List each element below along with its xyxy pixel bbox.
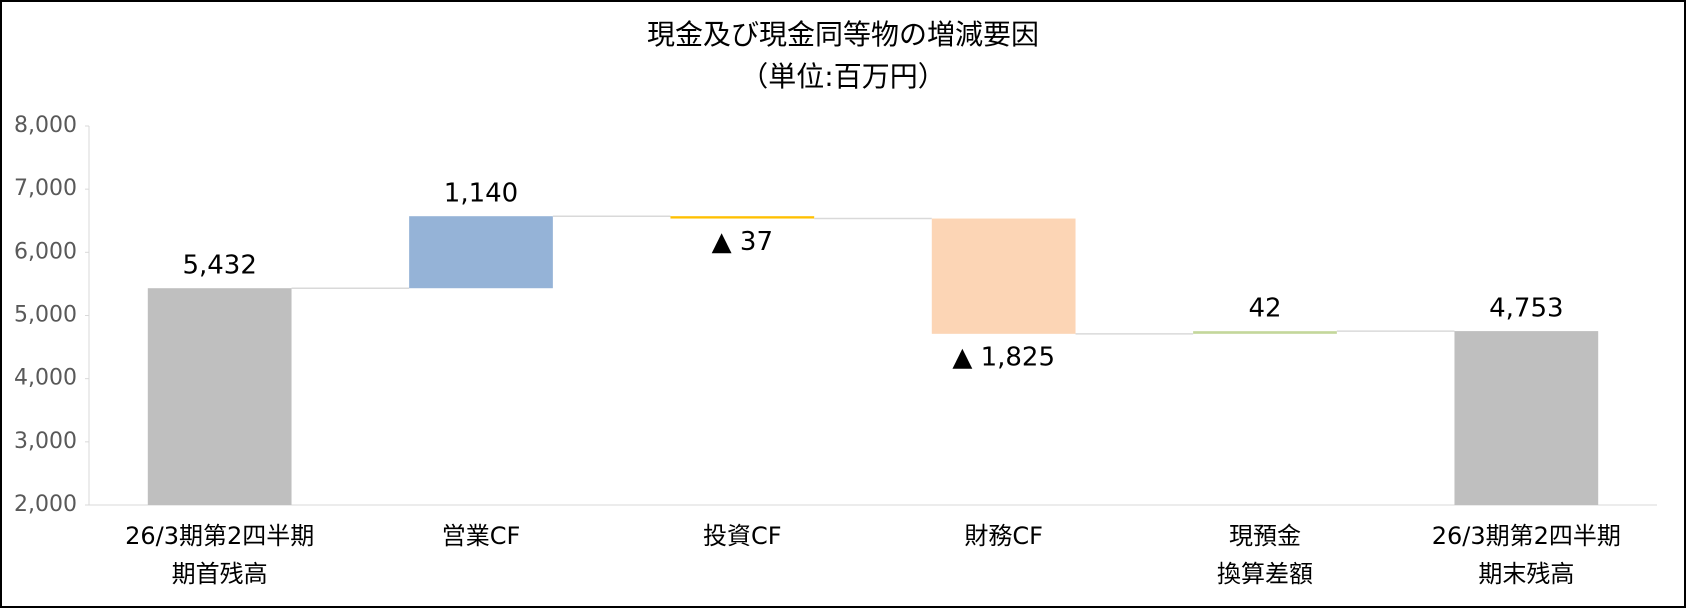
value-label: 5,432: [182, 251, 256, 281]
x-tick-label: 26/3期第2四半期: [125, 522, 314, 550]
y-tick-label: 8,000: [14, 113, 77, 138]
bar: [147, 288, 292, 505]
y-tick-label: 7,000: [14, 176, 77, 201]
value-label: ▲ 37: [712, 227, 773, 257]
x-tick-label: 現預金: [1229, 522, 1301, 550]
y-tick-label: 6,000: [14, 239, 77, 264]
x-tick-label: 換算差額: [1217, 560, 1313, 588]
chart-title: 現金及び現金同等物の増減要因: [647, 18, 1039, 51]
x-tick-label: 26/3期第2四半期: [1432, 522, 1621, 550]
value-label: 4,753: [1489, 294, 1563, 324]
x-tick-label: 営業CF: [442, 522, 521, 550]
y-tick-label: 5,000: [14, 303, 77, 328]
x-tick-label: 投資CF: [703, 522, 782, 550]
y-tick-label: 4,000: [14, 366, 77, 391]
bar: [670, 216, 815, 219]
value-label: 1,140: [444, 179, 518, 209]
value-label: ▲ 1,825: [952, 342, 1055, 372]
chart-subtitle: （単位:百万円）: [740, 60, 945, 93]
value-label: 42: [1248, 294, 1281, 324]
x-tick-label: 期末残高: [1478, 560, 1574, 588]
bar: [1454, 331, 1599, 505]
bar: [931, 218, 1076, 334]
bar: [1193, 331, 1337, 334]
y-tick-label: 2,000: [14, 492, 77, 517]
bar: [409, 216, 553, 289]
x-tick-label: 期首残高: [172, 560, 268, 588]
x-tick-label: 財務CF: [964, 522, 1043, 550]
y-tick-label: 3,000: [14, 429, 77, 454]
